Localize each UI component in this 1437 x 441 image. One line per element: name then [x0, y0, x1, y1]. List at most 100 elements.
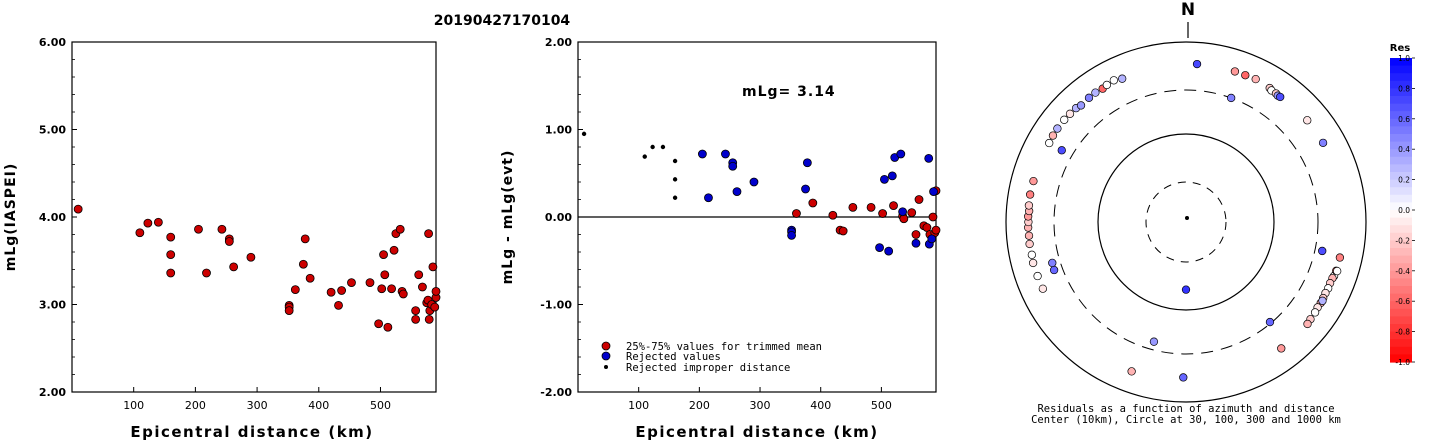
- data-point: [377, 284, 387, 294]
- legend: 25%-75% values for trimmed mean Rejected…: [601, 341, 822, 374]
- residual-point: [1048, 131, 1058, 140]
- colorbar-cell: [1390, 217, 1412, 226]
- data-point: [153, 217, 163, 227]
- colorbar-cell: [1390, 232, 1412, 241]
- residual-point: [1091, 88, 1100, 97]
- colorbar-cell: [1390, 263, 1412, 272]
- data-point: [424, 314, 434, 324]
- colorbar-cell: [1390, 225, 1412, 234]
- y-axis-label: mLg(IASPEI): [3, 163, 19, 272]
- residual-point: [1127, 367, 1136, 376]
- colorbar-cell: [1390, 331, 1412, 340]
- legend-marker-rejected: [601, 351, 611, 361]
- data-point: [838, 226, 848, 236]
- circle-100km: [1097, 133, 1275, 311]
- colorbar-cell: [1390, 134, 1412, 143]
- colorbar-cell: [1390, 156, 1412, 165]
- colorbar-cell: [1390, 164, 1412, 173]
- data-point: [428, 262, 438, 272]
- residual-point: [1192, 59, 1202, 69]
- center-marker: [1185, 216, 1189, 220]
- colorbar-cell: [1390, 324, 1412, 333]
- y-tick-label: 1.00: [545, 124, 572, 137]
- colorbar-cell: [1390, 187, 1412, 196]
- x-tick-label: 400: [308, 399, 329, 412]
- colorbar-cell: [1390, 194, 1412, 203]
- data-point: [672, 195, 678, 200]
- data-point: [828, 210, 838, 220]
- data-point: [732, 187, 742, 197]
- data-point: [911, 230, 921, 239]
- data-point: [914, 195, 924, 204]
- data-point: [202, 268, 211, 278]
- data-point: [878, 209, 888, 218]
- residual-point: [1057, 146, 1066, 155]
- data-point: [389, 245, 399, 255]
- colorbar-cell: [1390, 339, 1412, 348]
- data-point: [166, 232, 176, 242]
- colorbar-cell: [1390, 270, 1412, 279]
- data-point: [398, 289, 408, 299]
- colorbar-tick-label: 0.6: [1398, 115, 1410, 124]
- colorbar-cell: [1390, 65, 1412, 74]
- panel-residual-vs-distance: 100 200 300 400 500 -2.00 -1.00 0.00 1.00 2.00 mL…: [500, 36, 941, 441]
- colorbar-tick-label: 0.0: [1398, 206, 1410, 215]
- colorbar-cell: [1390, 126, 1412, 135]
- colorbar-cell: [1390, 210, 1412, 219]
- data-point: [660, 144, 666, 150]
- data-point: [326, 287, 336, 297]
- data-point: [650, 144, 655, 150]
- residual-point: [1230, 67, 1240, 76]
- data-point: [379, 250, 388, 260]
- residual-point: [1149, 337, 1159, 346]
- residual-point: [1025, 239, 1034, 249]
- residual-point: [1060, 115, 1069, 124]
- residual-point: [1045, 138, 1054, 148]
- residual-point: [1333, 266, 1342, 276]
- colorbar-cell: [1390, 149, 1412, 158]
- data-point: [787, 230, 796, 240]
- colorbar-cell: [1390, 103, 1412, 112]
- colorbar-tick-label: -0.4: [1395, 267, 1410, 276]
- data-point: [411, 306, 421, 316]
- colorbar-cell: [1390, 141, 1412, 150]
- data-point: [334, 300, 343, 310]
- data-point: [898, 207, 908, 217]
- data-point: [672, 158, 678, 164]
- data-point: [431, 286, 441, 296]
- data-point: [924, 153, 934, 163]
- residual-point: [1065, 109, 1075, 118]
- residual-point: [1179, 373, 1188, 382]
- y-axis-label: mLg - mLg(evt): [500, 150, 516, 285]
- colorbar-cell: [1390, 118, 1412, 127]
- data-point: [374, 319, 384, 329]
- colorbar-tick-label: 0.2: [1398, 176, 1410, 185]
- data-point: [380, 270, 390, 280]
- caption-line-1: Residuals as a function of azimuth and d…: [1037, 403, 1334, 415]
- colorbar-cell: [1390, 179, 1412, 188]
- data-point: [298, 259, 308, 269]
- data-point: [246, 252, 256, 262]
- x-axis-label: Epicentral distance (km): [130, 423, 373, 441]
- data-point: [224, 237, 234, 246]
- y-tick-label: -1.00: [540, 299, 572, 312]
- data-point: [896, 149, 906, 159]
- data-point: [166, 250, 176, 260]
- data-point: [365, 278, 375, 288]
- data-point: [383, 322, 393, 332]
- y-tick-label: 3.00: [39, 299, 66, 312]
- residual-point: [1277, 344, 1286, 353]
- plot-frame: [71, 41, 437, 393]
- legend-marker-trimmed: [601, 341, 611, 351]
- residual-point: [1226, 93, 1236, 103]
- colorbar-cell: [1390, 255, 1412, 264]
- data-point: [387, 284, 396, 294]
- residual-point: [1181, 285, 1191, 294]
- legend-label-rejected: Rejected values: [626, 351, 721, 363]
- page-title: 20190427170104: [434, 13, 571, 29]
- data-point: [166, 268, 176, 278]
- data-point: [337, 286, 347, 295]
- legend-marker-improper: [604, 365, 608, 369]
- residual-point: [1028, 258, 1038, 268]
